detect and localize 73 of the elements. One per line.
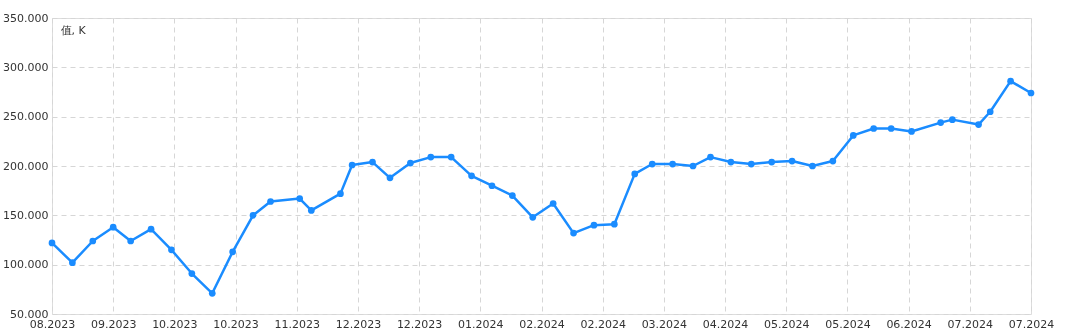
x-tick-label: 02.2024 xyxy=(580,317,626,331)
point xyxy=(948,116,956,123)
point xyxy=(908,128,915,135)
x-tick-label: 06.2024 xyxy=(886,317,932,331)
x-tick-label: 03.2024 xyxy=(641,317,688,331)
point xyxy=(937,119,945,126)
point xyxy=(89,237,97,245)
point xyxy=(1007,77,1014,85)
point xyxy=(727,158,735,166)
y-tick-label: 300.000 xyxy=(3,60,49,74)
y-tick-label: 100.000 xyxy=(3,258,49,272)
x-tick-label: 04.2024 xyxy=(702,317,749,331)
point xyxy=(549,200,557,207)
point xyxy=(669,160,676,168)
point xyxy=(849,132,857,139)
point xyxy=(348,161,356,169)
y-tick-label: 350.000 xyxy=(3,11,49,25)
x-tick-label: 11.2023 xyxy=(274,317,320,331)
point xyxy=(369,158,376,166)
point xyxy=(870,125,878,132)
point xyxy=(447,153,455,161)
x-tick-label: 01.2024 xyxy=(458,317,504,331)
point xyxy=(1027,89,1035,97)
x-tick-label: 10.2023 xyxy=(213,317,259,331)
x-tick-label: 12.2023 xyxy=(396,317,443,331)
point xyxy=(249,211,257,219)
point xyxy=(386,174,394,182)
point xyxy=(570,229,577,237)
x-tick-label: 12.2023 xyxy=(335,317,382,331)
x-tick-label: 05.2024 xyxy=(764,317,810,331)
y-tick-label: 200.000 xyxy=(3,159,49,173)
point xyxy=(747,160,755,168)
point xyxy=(427,153,435,161)
y-tick-label: 150.000 xyxy=(3,208,49,222)
point xyxy=(147,225,155,233)
point xyxy=(610,220,618,228)
point xyxy=(127,237,135,245)
point xyxy=(307,207,315,214)
point xyxy=(975,121,982,128)
point xyxy=(267,198,274,205)
x-tick-label: 10.2023 xyxy=(152,317,198,331)
point xyxy=(208,289,216,297)
point xyxy=(986,108,994,116)
point xyxy=(648,160,656,168)
point xyxy=(109,223,117,231)
point xyxy=(337,190,344,197)
x-tick-label: 02.2024 xyxy=(519,317,565,331)
x-tick-label: 07.2024 xyxy=(1008,317,1055,331)
point xyxy=(168,246,175,254)
x-tick-label: 07.2024 xyxy=(947,317,994,331)
y-axis-title: 值, K xyxy=(60,23,87,37)
x-tick-label: 09.2023 xyxy=(90,317,137,331)
point xyxy=(707,153,714,161)
point xyxy=(788,157,796,165)
point xyxy=(829,157,837,165)
point xyxy=(229,248,236,256)
point xyxy=(468,172,475,180)
x-tick-label: 05.2024 xyxy=(825,317,871,331)
point xyxy=(768,158,776,166)
point xyxy=(509,192,516,199)
point xyxy=(689,162,697,170)
y-tick-label: 250.000 xyxy=(3,110,49,124)
point xyxy=(809,162,816,170)
point xyxy=(529,213,537,221)
point xyxy=(590,221,598,229)
point xyxy=(887,125,895,132)
point xyxy=(188,270,196,277)
point xyxy=(407,159,414,167)
point xyxy=(296,195,304,202)
point xyxy=(488,182,496,190)
point xyxy=(69,259,76,267)
point xyxy=(48,239,56,247)
point xyxy=(631,170,639,178)
